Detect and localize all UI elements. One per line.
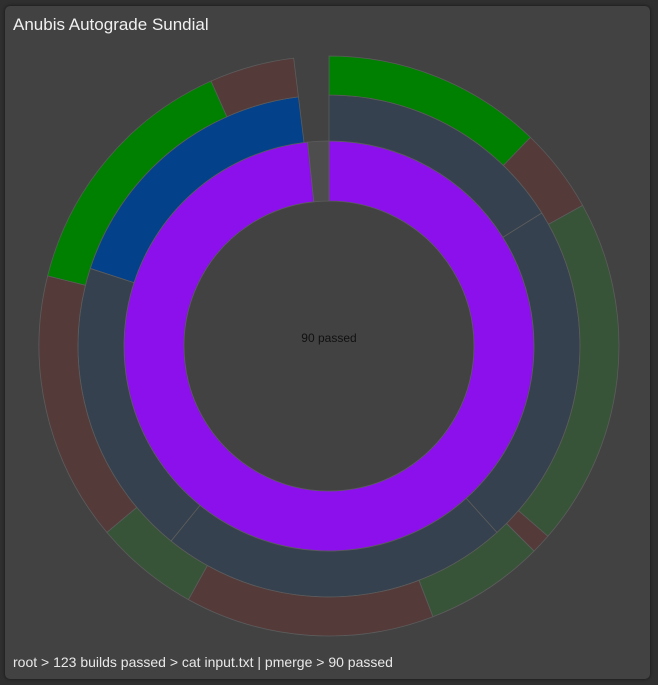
center-label: 90 passed — [301, 331, 356, 345]
sunburst-segment-ring1-0[interactable] — [123, 140, 535, 552]
chart-title: Anubis Autograde Sundial — [13, 15, 209, 34]
sunburst-segment-ring3-9[interactable] — [210, 57, 299, 118]
sunburst-rings — [38, 55, 620, 637]
sunburst-segment-ring1-1[interactable] — [307, 140, 330, 203]
breadcrumb[interactable]: root > 123 builds passed > cat input.txt… — [13, 654, 393, 670]
